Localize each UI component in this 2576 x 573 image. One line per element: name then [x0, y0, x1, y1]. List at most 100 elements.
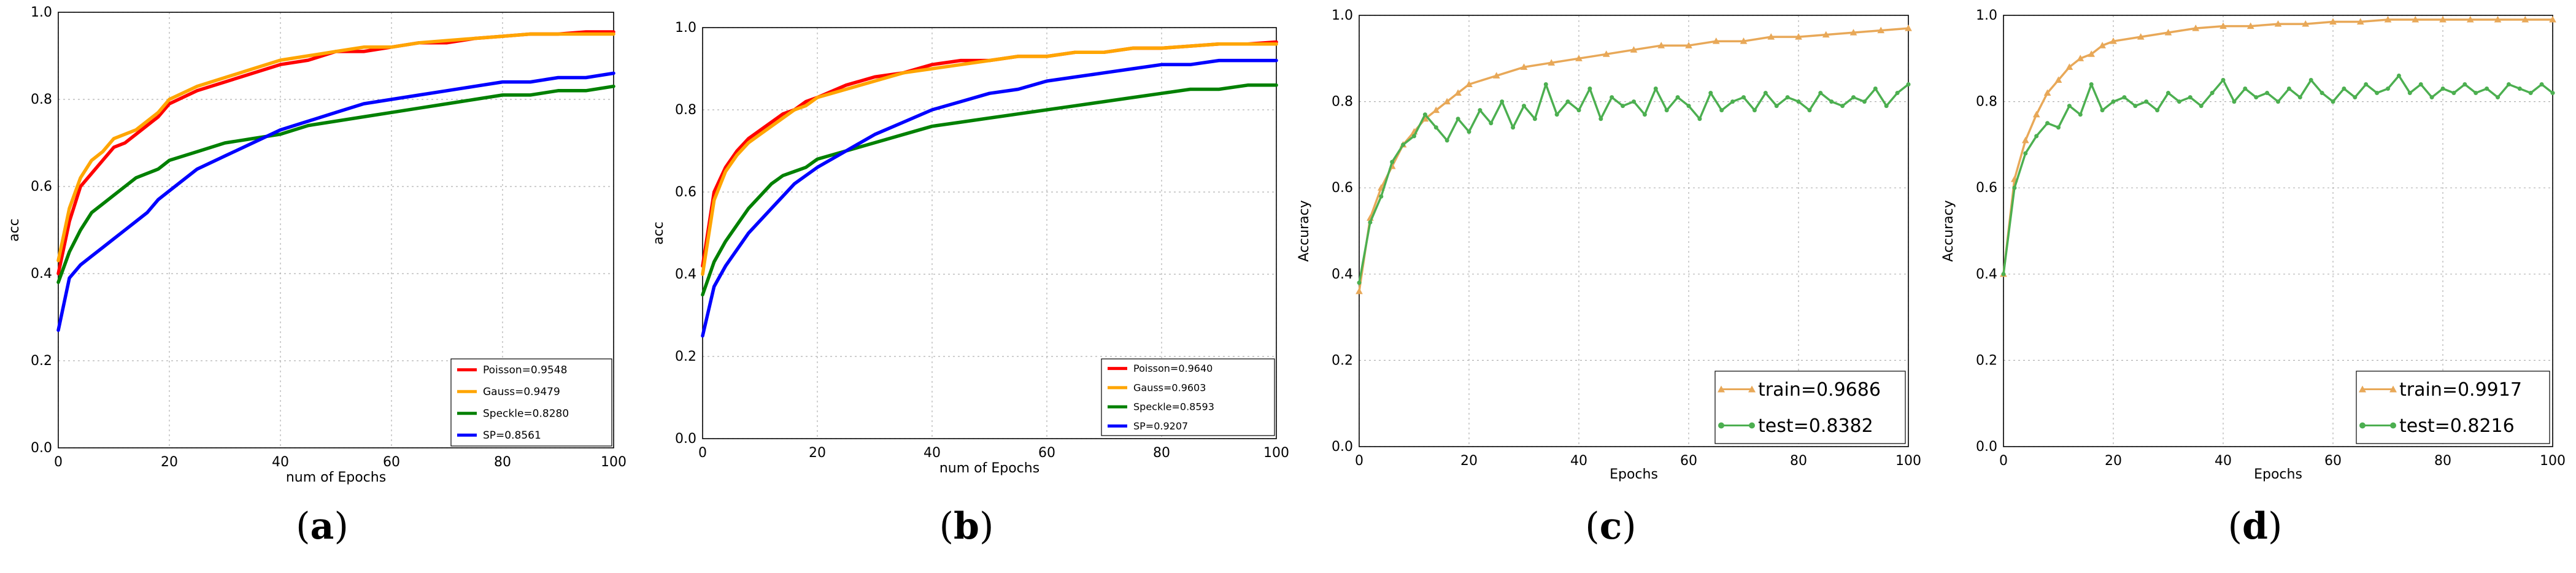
series-point — [1412, 134, 1416, 139]
series-point — [1379, 194, 1384, 199]
series-point — [2254, 95, 2259, 100]
y-tick-label: 0.2 — [1332, 353, 1353, 368]
series-point — [1851, 95, 1856, 100]
chart-b: 0 20 40 60 80 100 0.0 0.2 0.4 0.6 0.8 1.0 num of Epo… — [651, 20, 1289, 476]
series-line-1 — [56, 32, 615, 263]
y-tick-label: 1.0 — [31, 5, 52, 20]
series-point — [2451, 91, 2456, 96]
panel-label-d: (d) — [2227, 505, 2283, 548]
x-tick-label: 0 — [698, 445, 707, 461]
series-line-2 — [701, 83, 1278, 297]
series-point — [1632, 99, 1636, 104]
panel-letter: a — [310, 505, 334, 548]
series-point — [1520, 63, 1528, 70]
y-tick-label: 1.0 — [675, 20, 696, 36]
y-tick-label: 0.8 — [31, 92, 52, 107]
series-point — [1906, 82, 1911, 87]
legend-entry: test=0.8216 — [2399, 415, 2515, 437]
x-tick-label: 80 — [2434, 453, 2451, 469]
series-point — [2078, 112, 2083, 117]
legend-marker — [1718, 422, 1724, 429]
series-line-1 — [701, 42, 1278, 276]
series-point — [2353, 95, 2358, 100]
series-point — [2418, 82, 2423, 87]
series-point — [2384, 16, 2392, 23]
series-line-1 — [2002, 74, 2554, 275]
series-point — [1489, 121, 1494, 126]
series-point — [1454, 89, 1462, 96]
x-tick-label: 60 — [1038, 445, 1055, 461]
legend-entry: Speckle=0.8593 — [1133, 401, 1214, 413]
series-point — [1785, 95, 1790, 100]
panel-label-a: (a) — [296, 505, 349, 548]
y-tick-label: 0.8 — [675, 102, 696, 118]
series-point — [2021, 136, 2029, 144]
series-point — [1752, 108, 1757, 113]
series-line-0 — [56, 30, 615, 275]
series-point — [1763, 91, 1768, 96]
x-tick-label: 80 — [1153, 445, 1170, 461]
legend-entry: Speckle=0.8280 — [483, 408, 569, 420]
series-point — [2133, 104, 2138, 109]
series-point — [2462, 82, 2467, 87]
series-point — [1355, 287, 1363, 294]
series-line-0 — [1358, 27, 1910, 293]
series-point — [1478, 108, 1483, 113]
series-point — [1522, 104, 1526, 109]
legend-entry: test=0.8382 — [1758, 415, 1873, 437]
y-tick-label: 0.2 — [31, 353, 52, 369]
series-point — [1708, 91, 1713, 96]
x-axis-label: num of Epochs — [286, 470, 386, 485]
chart-panel-a: 0 20 40 60 80 100 0.0 0.2 0.4 0.6 0.8 1.0 num of Epo… — [0, 0, 644, 573]
series-point — [2440, 87, 2445, 91]
series-line-2 — [56, 84, 615, 284]
series-point — [2065, 63, 2073, 70]
plot-frame — [1359, 15, 1909, 447]
legend-box — [1101, 358, 1275, 436]
series-point — [1697, 117, 1702, 121]
panel-letter: c — [1599, 505, 1622, 548]
series-point — [1467, 129, 1471, 134]
series-point — [2517, 87, 2522, 91]
chart-panel-d: 0 20 40 60 80 100 0.0 0.2 0.4 0.6 0.8 1.0 Epochs Accu… — [1933, 0, 2576, 573]
series-point — [1849, 29, 1857, 36]
series-point — [2192, 25, 2200, 31]
x-tick-label: 20 — [809, 445, 826, 461]
series-point — [1719, 108, 1724, 113]
chart-d: 0 20 40 60 80 100 0.0 0.2 0.4 0.6 0.8 1.0 Epochs Accu… — [1941, 8, 2566, 482]
series-point — [1576, 108, 1581, 113]
panel-label-c: (c) — [1585, 505, 1637, 548]
series-point — [2100, 108, 2105, 113]
series-line-3 — [701, 58, 1278, 338]
chart-panel-c: 0 20 40 60 80 100 0.0 0.2 0.4 0.6 0.8 1.0 Epochs Accu… — [1289, 0, 1933, 573]
series-point — [2144, 99, 2149, 104]
series-point — [2210, 91, 2215, 96]
x-tick-label: 40 — [2215, 453, 2232, 469]
x-tick-label: 0 — [1355, 453, 1363, 469]
series-point — [2023, 151, 2028, 156]
y-axis-label: acc — [7, 218, 22, 242]
series-point — [2099, 42, 2106, 48]
series-point — [2045, 121, 2050, 126]
series-point — [1511, 125, 1516, 130]
series-point — [1905, 25, 1912, 31]
y-tick-label: 0.4 — [31, 266, 52, 282]
series-point — [1357, 280, 1362, 285]
series-point — [2396, 73, 2401, 78]
series-point — [2485, 87, 2489, 91]
series-point — [1829, 99, 1834, 104]
y-tick-label: 0.4 — [1976, 267, 1997, 282]
y-axis-label: acc — [651, 221, 666, 245]
legend-entry: SP=0.8561 — [483, 429, 541, 442]
series-point — [2494, 16, 2502, 23]
x-axis-label: num of Epochs — [939, 461, 1039, 476]
series-point — [2274, 20, 2282, 27]
series-point — [1443, 98, 1451, 105]
legend-marker — [1718, 385, 1725, 393]
legend-box — [1714, 371, 1906, 444]
series-point — [1465, 80, 1473, 87]
x-tick-label: 60 — [1680, 453, 1697, 469]
series-point — [1774, 104, 1779, 109]
y-tick-label: 0.0 — [1332, 439, 1353, 455]
series-point — [1840, 104, 1845, 109]
